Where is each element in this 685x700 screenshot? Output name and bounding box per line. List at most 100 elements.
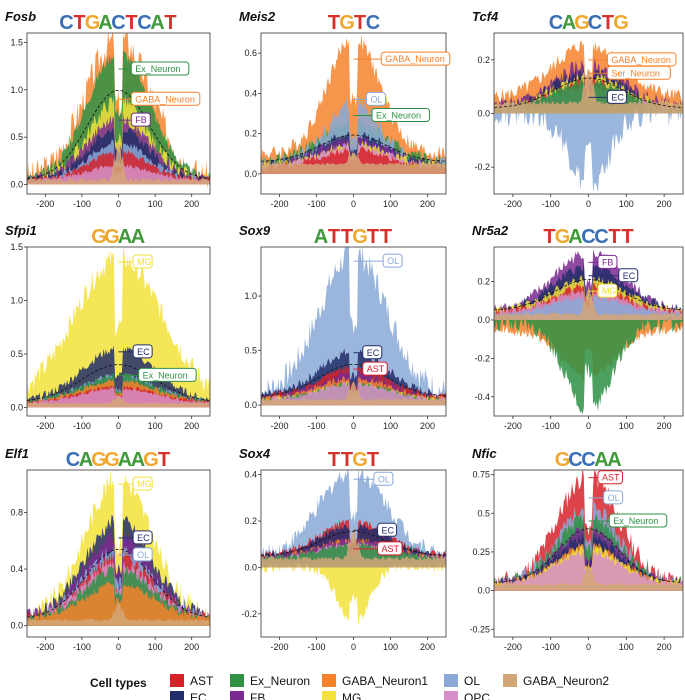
- svg-text:GABA_Neuron: GABA_Neuron: [385, 54, 445, 64]
- svg-text:AST: AST: [367, 364, 385, 374]
- y-tick-label: 0.4: [244, 88, 257, 98]
- svg-text:Ex_Neuron: Ex_Neuron: [613, 516, 658, 526]
- x-tick-label: -100: [542, 421, 560, 431]
- motif-letter: T: [380, 226, 392, 248]
- legend-swatch: [322, 674, 336, 687]
- y-tick-label: 0.5: [244, 346, 257, 356]
- legend-swatch: [444, 674, 458, 687]
- x-tick-label: 200: [420, 421, 435, 431]
- mean-line: [494, 528, 683, 583]
- x-tick-label: -200: [270, 199, 288, 209]
- x-tick-label: 0: [351, 421, 356, 431]
- legend-item-ast: AST: [170, 674, 214, 688]
- motif-letter: T: [367, 449, 379, 471]
- y-tick-label: -0.2: [474, 162, 490, 172]
- motif-letter: T: [354, 12, 366, 34]
- area-ol: [494, 100, 683, 193]
- svg-text:OL: OL: [378, 474, 390, 484]
- x-tick-label: 200: [420, 642, 435, 652]
- y-tick-label: 0.0: [244, 562, 257, 572]
- y-tick-label: 0.5: [10, 349, 23, 359]
- y-tick-label: 0.4: [244, 470, 257, 480]
- y-tick-label: 0.2: [477, 55, 490, 65]
- legend-label: OL: [464, 674, 480, 688]
- x-tick-label: 0: [586, 199, 591, 209]
- y-tick-label: 1.0: [244, 291, 257, 301]
- svg-text:OL: OL: [608, 493, 620, 503]
- mean-line: [27, 364, 210, 401]
- svg-text:EC: EC: [137, 533, 150, 543]
- x-tick-label: -100: [73, 642, 91, 652]
- x-tick-label: 0: [116, 642, 121, 652]
- series-label-ex-neuron: Ex_Neuron: [118, 61, 190, 76]
- motif-letter: A: [118, 449, 132, 471]
- svg-text:MG: MG: [137, 479, 152, 489]
- svg-text:OL: OL: [387, 256, 399, 266]
- x-tick-label: 100: [148, 421, 163, 431]
- motif-letter: A: [118, 226, 132, 248]
- gene-title: Tcf4: [472, 9, 499, 24]
- svg-text:EC: EC: [611, 92, 624, 102]
- area-layer: [494, 470, 683, 591]
- y-tick-label: 0.75: [472, 470, 490, 480]
- motif-letter: G: [339, 12, 355, 34]
- x-tick-label: 100: [148, 642, 163, 652]
- svg-text:AST: AST: [382, 544, 400, 554]
- y-tick-label: 0.4: [10, 564, 23, 574]
- motif-letter: T: [341, 449, 353, 471]
- y-tick-label: 1.5: [10, 242, 23, 252]
- y-tick-label: -0.4: [474, 392, 490, 402]
- legend-label: OPC: [464, 691, 490, 700]
- svg-text:MG: MG: [137, 257, 152, 267]
- motif-letter: C: [111, 12, 125, 34]
- x-tick-label: -200: [270, 421, 288, 431]
- area-gaba-neuron2: [261, 381, 446, 406]
- area-gaba-neuron1: [261, 34, 446, 174]
- x-tick-label: 200: [420, 199, 435, 209]
- y-tick-label: 0.0: [10, 180, 23, 190]
- motif-letter: G: [555, 226, 571, 248]
- series-label-ol: OL: [588, 490, 624, 505]
- area-gaba-neuron2: [494, 286, 683, 320]
- series-label-ec: EC: [353, 345, 383, 360]
- mean-line: [494, 77, 683, 108]
- area-ex-neuron: [494, 316, 683, 415]
- area-mg: [27, 248, 210, 408]
- series-label-mg: MG: [588, 283, 618, 298]
- area-gaba-neuron2: [27, 142, 210, 185]
- area-mg: [261, 562, 446, 626]
- motif-letter: T: [164, 12, 176, 34]
- legend-swatch: [444, 691, 458, 700]
- mean-line: [494, 279, 683, 311]
- motif-letter: C: [588, 12, 602, 34]
- motif-letter: G: [85, 12, 101, 34]
- motif-letter: G: [143, 449, 159, 471]
- motif-letter: T: [367, 226, 379, 248]
- series-label-ast: AST: [353, 361, 388, 376]
- svg-text:Ex_Neuron: Ex_Neuron: [143, 370, 188, 380]
- motif-letter: A: [98, 12, 112, 34]
- x-tick-label: 0: [116, 421, 121, 431]
- motif-letter: A: [562, 12, 576, 34]
- gene-title: Sox9: [239, 223, 271, 238]
- x-tick-label: 100: [619, 421, 634, 431]
- mean-line: [261, 363, 446, 397]
- motif-letter: T: [341, 226, 353, 248]
- svg-text:EC: EC: [367, 348, 380, 358]
- x-tick-label: 200: [184, 421, 199, 431]
- motif-letter: C: [594, 226, 608, 248]
- svg-text:FB: FB: [602, 257, 614, 267]
- panel-nfic: -200 -100 0 100 200 -0.25 0.0 0.25 0.5 0.75 Nfic GC…: [469, 446, 684, 652]
- area-layer: [27, 248, 210, 408]
- y-tick-label: -0.25: [469, 624, 490, 634]
- series-label-ex-neuron: Ex_Neuron: [353, 108, 430, 123]
- motif-letter: A: [131, 226, 145, 248]
- svg-text:OL: OL: [137, 550, 149, 560]
- area-gaba-neuron2: [261, 527, 446, 568]
